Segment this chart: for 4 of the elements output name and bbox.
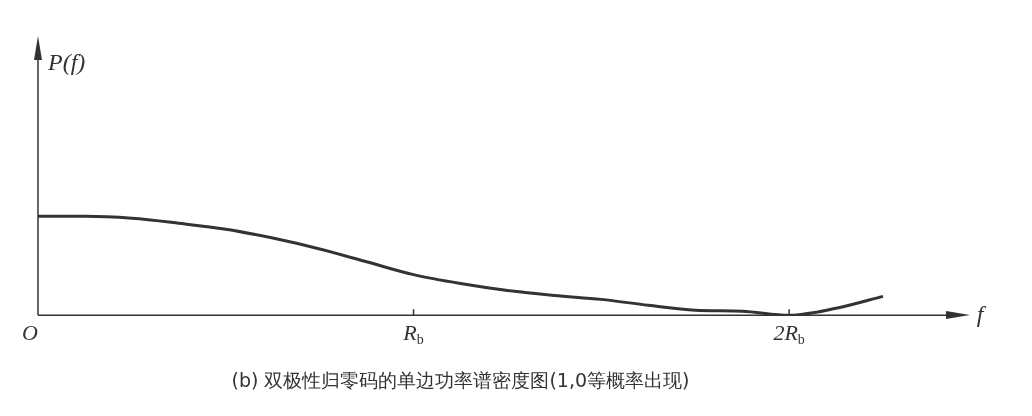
text: (b) 双极性归零码的单边功率谱密度图(1,0等概率出现) <box>231 368 690 391</box>
text: P(f) <box>47 49 86 76</box>
x-axis-title: f <box>976 300 987 327</box>
x-tick-label: O <box>22 319 39 345</box>
